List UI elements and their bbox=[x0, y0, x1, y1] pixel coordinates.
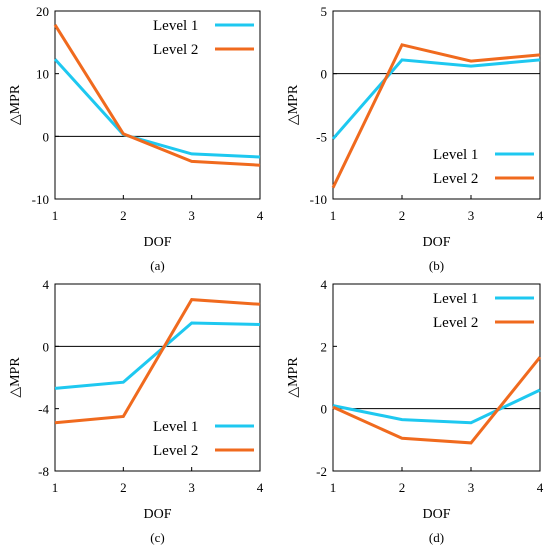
y-tick-label: 0 bbox=[43, 339, 50, 354]
y-tick-label: 0 bbox=[43, 129, 50, 144]
y-axis-label: △MPR bbox=[286, 357, 301, 398]
x-tick-label: 3 bbox=[188, 480, 195, 495]
x-tick-label: 2 bbox=[399, 208, 406, 223]
panel-label: (c) bbox=[150, 530, 164, 545]
legend-label: Level 1 bbox=[153, 18, 198, 34]
series-line-level-1 bbox=[53, 58, 261, 159]
legend-label: Level 1 bbox=[153, 419, 198, 435]
x-axis-label: DOF bbox=[422, 235, 450, 250]
series-line-level-2 bbox=[332, 356, 542, 445]
x-tick-label: 2 bbox=[120, 480, 127, 495]
x-tick-label: 3 bbox=[188, 208, 195, 223]
y-tick-label: 4 bbox=[43, 277, 50, 292]
x-tick-label: 1 bbox=[52, 480, 59, 495]
legend-label: Level 1 bbox=[433, 291, 478, 307]
plot-frame bbox=[54, 283, 261, 472]
x-axis-label: DOF bbox=[143, 235, 171, 250]
series-line-level-2 bbox=[331, 43, 541, 189]
y-axis-label: △MPR bbox=[8, 357, 23, 398]
y-tick-label: 10 bbox=[36, 67, 49, 82]
panel-a: -10 0 10 20 1 2 3 4 DOF △MPR (a) Level 1 Level 2 bbox=[8, 4, 264, 273]
x-tick-label: 3 bbox=[468, 480, 475, 495]
y-tick-label: 2 bbox=[321, 339, 328, 354]
y-tick-label: -10 bbox=[32, 192, 49, 207]
series-line-level-1 bbox=[54, 321, 261, 390]
panel-label: (b) bbox=[429, 258, 444, 273]
panel-d: -2 0 2 4 1 2 3 4 DOF △MPR (d) Level 1 Level 2 bbox=[286, 277, 544, 545]
legend: Level 1 Level 2 bbox=[433, 147, 534, 187]
legend-label: Level 2 bbox=[433, 315, 478, 331]
y-tick-label: 5 bbox=[321, 4, 328, 19]
panel-label: (a) bbox=[150, 258, 164, 273]
legend: Level 1 Level 2 bbox=[433, 291, 534, 331]
x-tick-label: 3 bbox=[468, 208, 475, 223]
y-tick-label: -4 bbox=[38, 402, 49, 417]
legend: Level 1 Level 2 bbox=[153, 18, 254, 58]
y-tick-label: 4 bbox=[321, 277, 328, 292]
y-tick-label: 0 bbox=[321, 402, 328, 417]
y-tick-label: 20 bbox=[36, 4, 49, 19]
series-line-level-1 bbox=[331, 58, 541, 140]
panel-c: -8 -4 0 4 1 2 3 4 DOF △MPR (c) Level 1 Level 2 bbox=[8, 277, 264, 545]
x-tick-label: 4 bbox=[537, 208, 544, 223]
panel-b: -10 -5 0 5 1 2 3 4 DOF △MPR (b) Level 1 Level 2 bbox=[286, 4, 544, 273]
plot-frame bbox=[332, 10, 541, 200]
plot-frame bbox=[332, 283, 541, 472]
series-line-level-2 bbox=[53, 24, 261, 167]
plot-frame bbox=[54, 10, 261, 200]
x-tick-label: 2 bbox=[120, 208, 127, 223]
y-tick-label: -8 bbox=[38, 464, 49, 479]
x-tick-label: 4 bbox=[537, 480, 544, 495]
y-tick-label: -2 bbox=[316, 464, 327, 479]
x-tick-label: 4 bbox=[257, 208, 264, 223]
y-axis-label: △MPR bbox=[8, 84, 23, 125]
x-tick-label: 2 bbox=[399, 480, 406, 495]
x-axis-label: DOF bbox=[143, 507, 171, 522]
panel-label: (d) bbox=[429, 530, 444, 545]
x-tick-label: 4 bbox=[257, 480, 264, 495]
legend-label: Level 2 bbox=[153, 443, 198, 459]
series-line-level-2 bbox=[54, 298, 261, 425]
legend-label: Level 2 bbox=[153, 42, 198, 58]
x-tick-label: 1 bbox=[330, 208, 337, 223]
series-line-level-1 bbox=[332, 388, 541, 425]
y-tick-label: 0 bbox=[321, 67, 328, 82]
legend-label: Level 2 bbox=[433, 171, 478, 187]
y-tick-label: -5 bbox=[316, 129, 327, 144]
legend: Level 1 Level 2 bbox=[153, 419, 254, 459]
x-tick-label: 1 bbox=[330, 480, 337, 495]
legend-label: Level 1 bbox=[433, 147, 478, 163]
y-tick-label: -10 bbox=[310, 192, 327, 207]
x-axis-label: DOF bbox=[422, 507, 450, 522]
y-axis-label: △MPR bbox=[286, 84, 301, 125]
x-tick-label: 1 bbox=[52, 208, 59, 223]
